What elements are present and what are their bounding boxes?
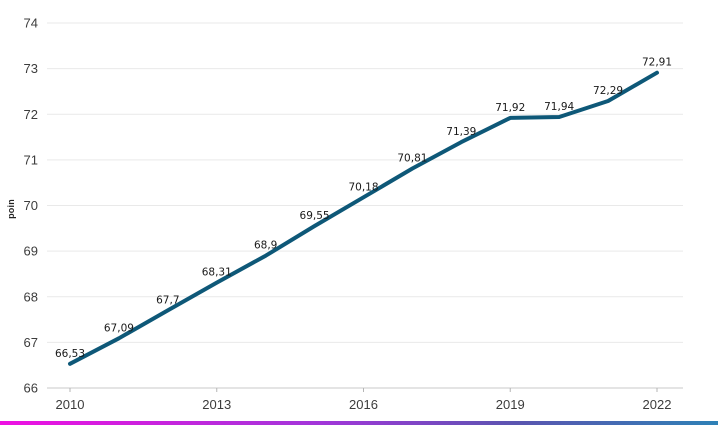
- x-tick-label: 2019: [496, 397, 525, 412]
- data-label: 68,9: [254, 240, 277, 252]
- bottom-gradient-bar: [0, 421, 718, 425]
- y-axis-title: poin: [6, 199, 16, 219]
- y-tick-label: 66: [24, 381, 38, 396]
- x-tick-label: 2010: [56, 397, 85, 412]
- data-label: 71,39: [446, 126, 476, 138]
- x-tick-label: 2013: [202, 397, 231, 412]
- data-label: 67,09: [104, 322, 134, 334]
- data-label: 68,31: [202, 267, 232, 279]
- data-label: 71,92: [495, 102, 525, 114]
- x-tick-label: 2022: [643, 397, 672, 412]
- data-label: 72,29: [593, 85, 623, 97]
- y-tick-label: 70: [24, 198, 38, 213]
- x-tick-label: 2016: [349, 397, 378, 412]
- data-label: 67,7: [156, 294, 179, 306]
- y-tick-label: 72: [24, 107, 38, 122]
- y-tick-label: 74: [24, 16, 38, 31]
- y-tick-label: 71: [24, 152, 38, 167]
- data-label: 70,81: [397, 153, 427, 165]
- data-label: 70,18: [348, 181, 378, 193]
- y-tick-label: 68: [24, 289, 38, 304]
- y-tick-label: 73: [24, 61, 38, 76]
- y-tick-label: 67: [24, 335, 38, 350]
- data-label: 71,94: [544, 101, 574, 113]
- data-label: 69,55: [300, 210, 330, 222]
- data-label: 72,91: [642, 57, 672, 69]
- y-tick-label: 69: [24, 244, 38, 259]
- series-line[interactable]: [68, 70, 659, 366]
- data-label: 66,53: [55, 348, 85, 360]
